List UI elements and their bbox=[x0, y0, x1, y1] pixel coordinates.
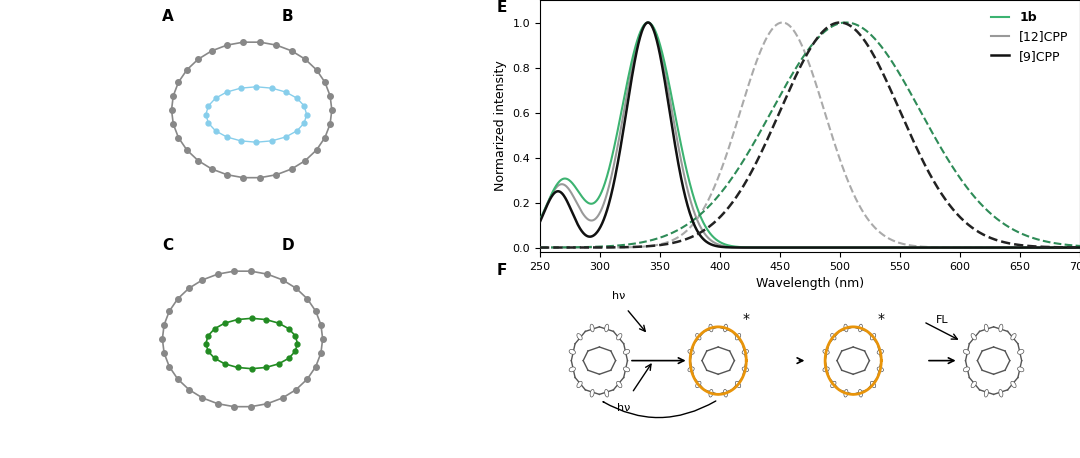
Text: hν: hν bbox=[611, 291, 625, 301]
Ellipse shape bbox=[823, 367, 829, 372]
Line: [12]CPP: [12]CPP bbox=[540, 22, 1080, 248]
Ellipse shape bbox=[688, 367, 694, 372]
Legend: 1b, [12]CPP, [9]CPP: 1b, [12]CPP, [9]CPP bbox=[986, 6, 1074, 68]
Ellipse shape bbox=[971, 382, 976, 387]
1b bbox=[534, 217, 546, 223]
Ellipse shape bbox=[963, 367, 970, 372]
[9]CPP bbox=[589, 232, 602, 237]
Ellipse shape bbox=[999, 324, 1003, 332]
[12]CPP bbox=[964, 245, 977, 251]
Ellipse shape bbox=[724, 389, 728, 397]
Text: C: C bbox=[162, 238, 174, 253]
1b bbox=[589, 199, 602, 205]
Ellipse shape bbox=[590, 324, 594, 332]
Ellipse shape bbox=[859, 389, 863, 397]
Ellipse shape bbox=[870, 333, 876, 340]
1b bbox=[955, 245, 968, 251]
Ellipse shape bbox=[577, 382, 582, 387]
Ellipse shape bbox=[1017, 367, 1024, 372]
Ellipse shape bbox=[708, 324, 713, 332]
Ellipse shape bbox=[696, 333, 701, 340]
Ellipse shape bbox=[623, 349, 630, 354]
[9]CPP bbox=[964, 245, 977, 251]
Ellipse shape bbox=[577, 333, 582, 340]
1b bbox=[1074, 245, 1080, 251]
Ellipse shape bbox=[859, 324, 863, 332]
Ellipse shape bbox=[623, 367, 630, 372]
Ellipse shape bbox=[1017, 349, 1024, 354]
[9]CPP bbox=[534, 219, 546, 224]
[12]CPP bbox=[1074, 245, 1080, 251]
Ellipse shape bbox=[617, 333, 622, 340]
Ellipse shape bbox=[590, 389, 594, 397]
[12]CPP bbox=[753, 245, 766, 251]
Ellipse shape bbox=[877, 367, 883, 372]
Ellipse shape bbox=[569, 349, 576, 354]
Ellipse shape bbox=[1011, 333, 1016, 340]
Text: FL: FL bbox=[936, 315, 948, 325]
Text: hν: hν bbox=[617, 403, 631, 413]
Ellipse shape bbox=[823, 349, 829, 354]
Ellipse shape bbox=[1011, 382, 1016, 387]
Ellipse shape bbox=[999, 389, 1003, 397]
Text: F: F bbox=[497, 263, 508, 278]
Text: A: A bbox=[162, 9, 174, 24]
[9]CPP bbox=[905, 245, 918, 251]
[9]CPP bbox=[772, 245, 785, 251]
Ellipse shape bbox=[696, 382, 701, 387]
Ellipse shape bbox=[843, 324, 848, 332]
Ellipse shape bbox=[963, 349, 970, 354]
Ellipse shape bbox=[735, 333, 741, 340]
Ellipse shape bbox=[735, 382, 741, 387]
FancyArrowPatch shape bbox=[603, 401, 716, 418]
[9]CPP bbox=[753, 245, 766, 251]
[12]CPP bbox=[772, 245, 785, 251]
X-axis label: Wavelength (nm): Wavelength (nm) bbox=[756, 278, 864, 290]
Text: D: D bbox=[282, 238, 294, 253]
1b bbox=[772, 245, 785, 251]
Ellipse shape bbox=[984, 389, 988, 397]
Line: 1b: 1b bbox=[540, 22, 1080, 248]
Ellipse shape bbox=[831, 382, 836, 387]
[9]CPP bbox=[955, 245, 968, 251]
Line: [9]CPP: [9]CPP bbox=[540, 22, 1080, 248]
Ellipse shape bbox=[742, 349, 748, 354]
Ellipse shape bbox=[724, 324, 728, 332]
Ellipse shape bbox=[843, 389, 848, 397]
Ellipse shape bbox=[708, 389, 713, 397]
Ellipse shape bbox=[605, 389, 609, 397]
Ellipse shape bbox=[971, 333, 976, 340]
Ellipse shape bbox=[605, 324, 609, 332]
Ellipse shape bbox=[877, 349, 883, 354]
Text: E: E bbox=[497, 0, 508, 15]
1b bbox=[642, 20, 654, 25]
Y-axis label: Normarized intensity: Normarized intensity bbox=[494, 60, 507, 191]
[12]CPP bbox=[589, 216, 602, 222]
Ellipse shape bbox=[617, 382, 622, 387]
[12]CPP bbox=[642, 20, 654, 25]
Ellipse shape bbox=[569, 367, 576, 372]
1b bbox=[753, 245, 766, 250]
Ellipse shape bbox=[870, 382, 876, 387]
1b bbox=[905, 245, 918, 251]
Ellipse shape bbox=[984, 324, 988, 332]
1b bbox=[964, 245, 977, 251]
Text: *: * bbox=[743, 312, 750, 326]
Ellipse shape bbox=[688, 349, 694, 354]
[12]CPP bbox=[955, 245, 968, 251]
[9]CPP bbox=[1074, 245, 1080, 251]
[12]CPP bbox=[905, 245, 918, 251]
Text: B: B bbox=[282, 9, 293, 24]
Text: *: * bbox=[877, 312, 885, 326]
Ellipse shape bbox=[831, 333, 836, 340]
[9]CPP bbox=[642, 20, 654, 25]
[12]CPP bbox=[534, 217, 546, 223]
Ellipse shape bbox=[742, 367, 748, 372]
